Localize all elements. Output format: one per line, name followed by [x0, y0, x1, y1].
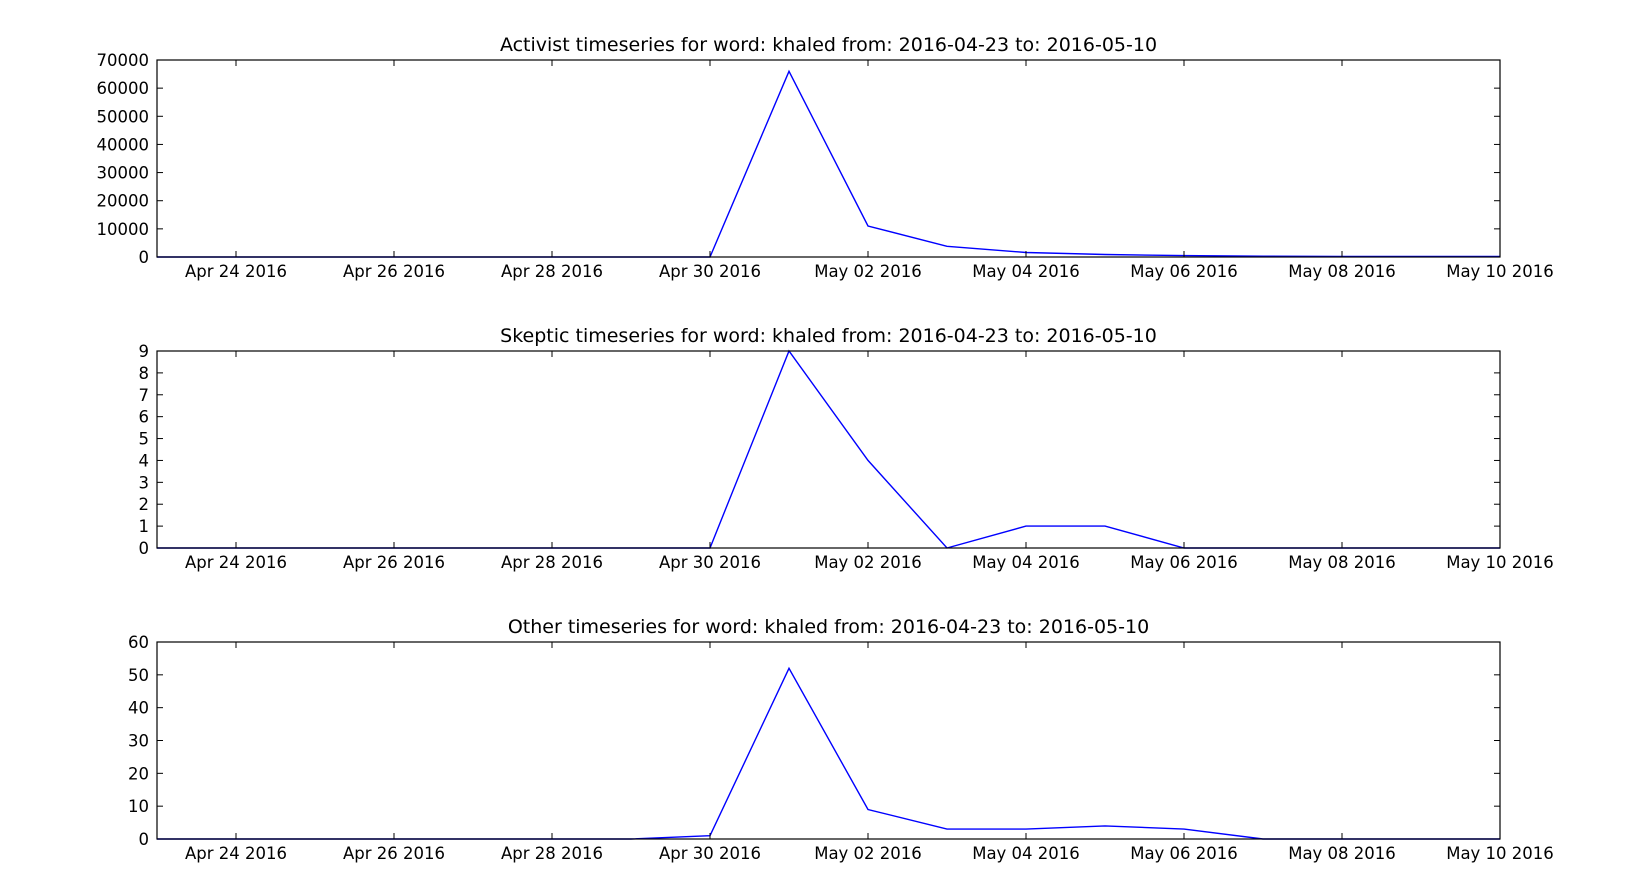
x-tick-label: May 04 2016 — [972, 844, 1080, 863]
x-tick-label: Apr 24 2016 — [185, 844, 287, 863]
x-tick-label: May 04 2016 — [972, 553, 1080, 572]
y-tick-label: 3 — [139, 473, 150, 492]
x-tick-label: Apr 26 2016 — [343, 262, 445, 281]
y-tick-label: 70000 — [97, 51, 150, 70]
y-tick-label: 9 — [139, 342, 150, 361]
chart-title: Activist timeseries for word: khaled fro… — [500, 34, 1157, 56]
x-tick-label: May 02 2016 — [814, 262, 922, 281]
x-tick-label: Apr 28 2016 — [501, 262, 603, 281]
x-tick-label: Apr 24 2016 — [185, 262, 287, 281]
y-tick-label: 0 — [139, 248, 150, 267]
x-tick-label: May 10 2016 — [1446, 553, 1554, 572]
x-tick-label: May 06 2016 — [1130, 553, 1238, 572]
x-tick-label: May 08 2016 — [1288, 262, 1396, 281]
y-tick-label: 0 — [139, 539, 150, 558]
y-tick-label: 10000 — [97, 220, 150, 239]
x-tick-label: Apr 26 2016 — [343, 553, 445, 572]
y-tick-label: 7 — [139, 386, 150, 405]
x-tick-label: May 06 2016 — [1130, 844, 1238, 863]
y-tick-label: 1 — [139, 517, 150, 536]
chart-title: Skeptic timeseries for word: khaled from… — [500, 325, 1157, 347]
x-tick-label: Apr 28 2016 — [501, 844, 603, 863]
x-tick-label: Apr 30 2016 — [659, 262, 761, 281]
y-tick-label: 30 — [128, 732, 149, 751]
chart-2: Skeptic timeseries for word: khaled from… — [139, 325, 1554, 572]
x-tick-label: May 06 2016 — [1130, 262, 1238, 281]
axes-frame — [156, 59, 1501, 258]
x-tick-label: May 10 2016 — [1446, 262, 1554, 281]
y-tick-label: 8 — [139, 364, 150, 383]
y-tick-label: 20 — [128, 764, 149, 783]
y-tick-label: 5 — [139, 430, 150, 449]
y-tick-label: 6 — [139, 408, 150, 427]
x-tick-label: Apr 30 2016 — [659, 844, 761, 863]
y-tick-label: 4 — [139, 451, 150, 470]
y-tick-label: 20000 — [97, 192, 150, 211]
x-tick-label: Apr 28 2016 — [501, 553, 603, 572]
y-tick-label: 60000 — [97, 79, 150, 98]
chart-1: Activist timeseries for word: khaled fro… — [97, 34, 1554, 281]
y-tick-label: 40 — [128, 699, 149, 718]
x-tick-label: May 08 2016 — [1288, 844, 1396, 863]
x-tick-label: May 08 2016 — [1288, 553, 1396, 572]
chart-3: Other timeseries for word: khaled from: … — [128, 616, 1554, 863]
x-tick-label: Apr 24 2016 — [185, 553, 287, 572]
axes-frame — [156, 350, 1501, 549]
x-tick-label: May 02 2016 — [814, 553, 922, 572]
x-tick-label: Apr 26 2016 — [343, 844, 445, 863]
x-tick-label: May 10 2016 — [1446, 844, 1554, 863]
y-tick-label: 40000 — [97, 135, 150, 154]
x-tick-label: May 02 2016 — [814, 844, 922, 863]
y-tick-label: 0 — [139, 830, 150, 849]
y-tick-label: 2 — [139, 495, 150, 514]
y-tick-label: 30000 — [97, 164, 150, 183]
y-tick-label: 10 — [128, 797, 149, 816]
chart-title: Other timeseries for word: khaled from: … — [508, 616, 1149, 638]
y-tick-label: 50000 — [97, 107, 150, 126]
x-tick-label: Apr 30 2016 — [659, 553, 761, 572]
x-tick-label: May 04 2016 — [972, 262, 1080, 281]
y-tick-label: 50 — [128, 666, 149, 685]
y-tick-label: 60 — [128, 633, 149, 652]
